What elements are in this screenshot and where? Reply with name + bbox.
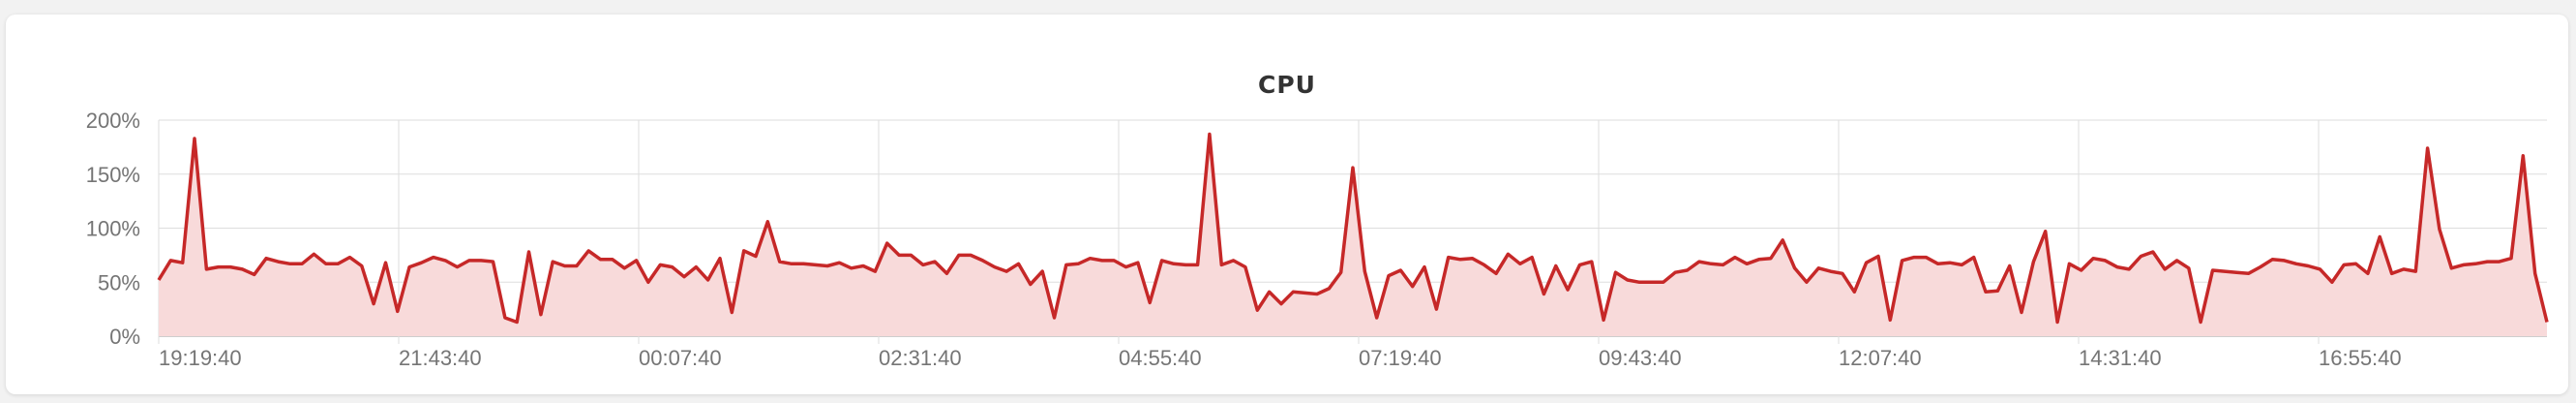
y-tick-label: 150%: [86, 163, 140, 187]
cpu-area: [159, 134, 2547, 336]
y-tick-label: 50%: [98, 270, 140, 294]
x-tick-label: 16:55:40: [2319, 346, 2402, 370]
x-tick-label: 19:19:40: [159, 346, 242, 370]
x-tick-label: 21:43:40: [399, 346, 482, 370]
cpu-line: [157, 132, 2549, 325]
x-tick-label: 09:43:40: [1599, 346, 1682, 370]
y-tick-label: 200%: [86, 108, 140, 133]
x-tick-label: 14:31:40: [2079, 346, 2162, 370]
x-tick-label: 07:19:40: [1359, 346, 1442, 370]
y-tick-label: 100%: [86, 217, 140, 241]
x-tick-label: 00:07:40: [639, 346, 722, 370]
x-tick-label: 02:31:40: [879, 346, 962, 370]
chart-title: CPU: [1258, 71, 1316, 99]
y-tick-label: 0%: [109, 325, 140, 349]
x-tick-label: 12:07:40: [1839, 346, 1922, 370]
x-tick-label: 04:55:40: [1119, 346, 1202, 370]
